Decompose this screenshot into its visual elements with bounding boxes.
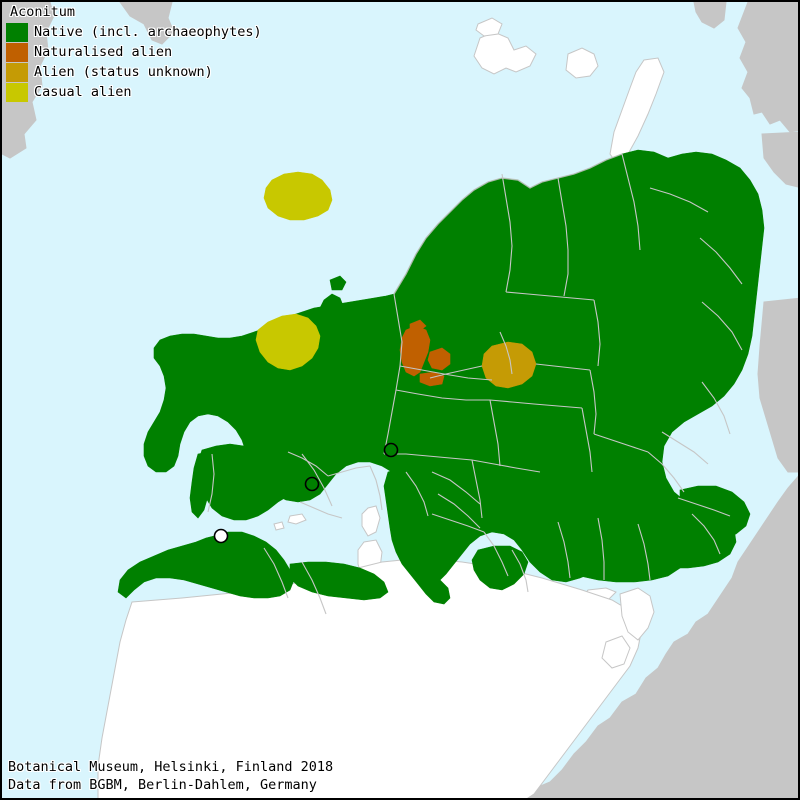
region-britain-south <box>285 385 359 415</box>
region-north-africa-absent <box>97 557 643 798</box>
region-italy-native <box>383 467 451 605</box>
region-svalbard-south <box>565 47 599 79</box>
region-northeast-grey <box>761 131 798 188</box>
region-greece-native <box>471 545 529 591</box>
region-arctic-land-grey <box>737 2 798 133</box>
region-balearics-west <box>273 521 285 531</box>
region-svalbard-islet <box>475 17 503 37</box>
legend-item-native: Native (incl. archaeophytes) <box>6 23 262 43</box>
region-morocco-native <box>117 531 295 599</box>
region-crimea-native <box>575 463 623 489</box>
absent-landmasses <box>97 17 665 798</box>
region-middle-east-grey <box>523 475 798 798</box>
native-regions <box>117 149 765 605</box>
region-greenland-east <box>119 2 175 45</box>
region-levant-absent <box>619 587 655 641</box>
region-caucasus-native <box>679 485 751 539</box>
legend-swatch-naturalised <box>6 43 28 62</box>
region-central-asia-grey <box>757 297 798 473</box>
legend-label-native: Native (incl. archaeophytes) <box>34 23 262 40</box>
naturalised-alien-regions <box>399 319 451 387</box>
legend-label-casual: Casual alien <box>34 83 132 100</box>
legend-item-naturalised: Naturalised alien <box>6 43 262 63</box>
map-legend: Aconitum Native (incl. archaeophytes) Na… <box>6 4 262 103</box>
region-svalbard <box>473 31 537 75</box>
legend-label-naturalised: Naturalised alien <box>34 43 173 60</box>
region-corsica <box>361 505 381 537</box>
legend-label-alien-unknown: Alien (status unknown) <box>34 63 213 80</box>
map-attribution: Botanical Museum, Helsinki, Finland 2018… <box>8 759 333 794</box>
region-ireland-casual <box>255 313 321 371</box>
marker-gibraltar <box>213 528 229 544</box>
attribution-line-1: Botanical Museum, Helsinki, Finland 2018 <box>8 759 334 776</box>
coastal-fringe <box>393 153 623 295</box>
region-iceland-casual <box>263 171 333 221</box>
marker-liechtenstein <box>383 442 399 458</box>
country-borders <box>207 153 743 615</box>
legend-swatch-casual <box>6 83 28 102</box>
legend-swatch-native <box>6 23 28 42</box>
region-algeria-north-native <box>289 561 389 601</box>
region-scotland-islands <box>329 275 347 291</box>
casual-alien-regions <box>255 171 333 371</box>
region-arctic-inlet-grey <box>693 2 727 29</box>
region-denmark-north <box>409 319 427 333</box>
region-portugal-native <box>189 451 213 519</box>
marker-andorra <box>304 476 320 492</box>
legend-item-alien-unknown: Alien (status unknown) <box>6 63 262 83</box>
region-kola-native <box>607 175 667 213</box>
attribution-line-2: Data from BGBM, Berlin-Dahlem, Germany <box>8 776 317 793</box>
legend-item-casual: Casual alien <box>6 83 262 103</box>
legend-swatch-alien-unknown <box>6 63 28 82</box>
region-balearics <box>287 513 307 525</box>
legend-title: Aconitum <box>10 4 76 20</box>
region-denmark-islands <box>427 347 451 371</box>
region-sinai <box>601 635 631 669</box>
point-markers <box>213 442 399 544</box>
region-denmark-jutland <box>399 325 431 377</box>
